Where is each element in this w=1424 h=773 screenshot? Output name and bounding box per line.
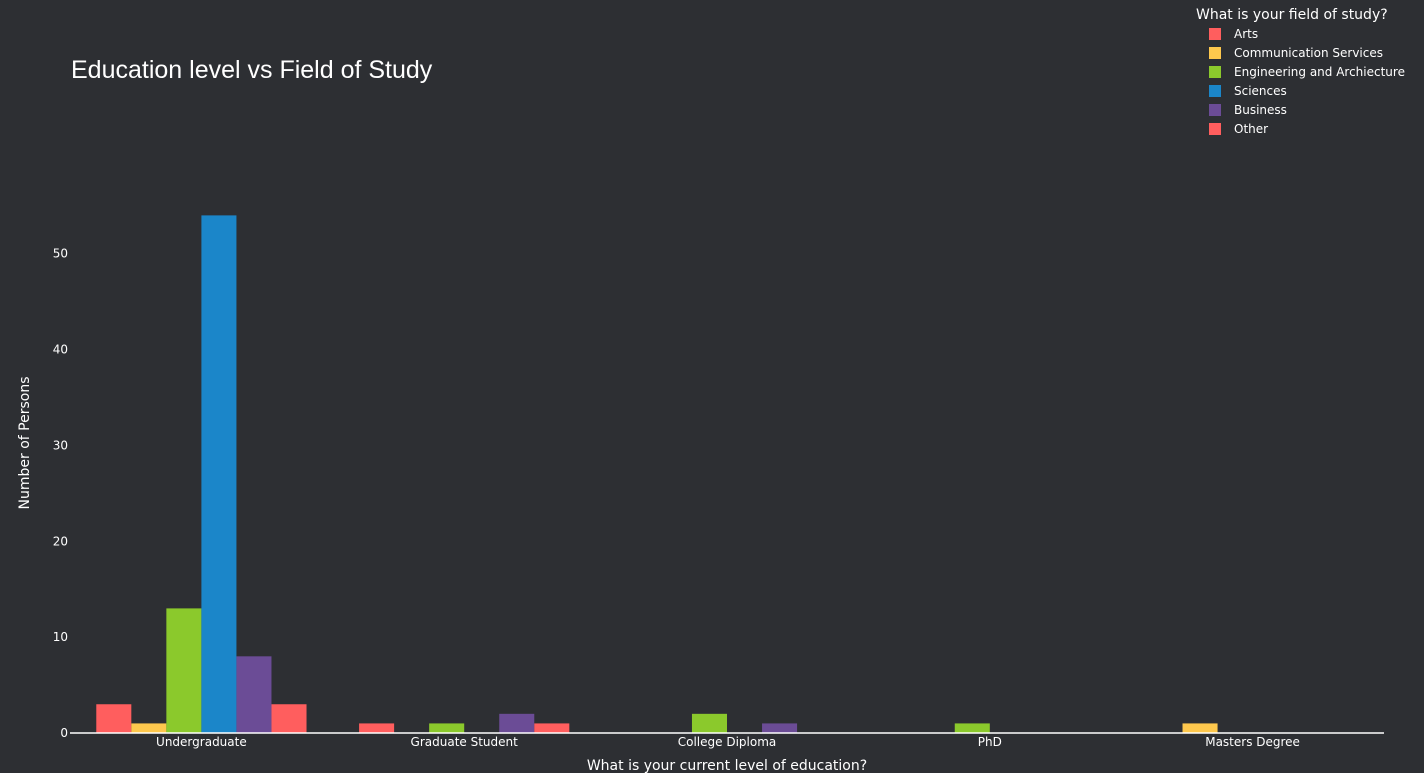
legend-label: Communication Services [1234, 46, 1383, 60]
x-axis-title: What is your current level of education? [587, 758, 867, 773]
legend-swatch [1209, 104, 1221, 116]
bar [429, 723, 465, 733]
bar [271, 704, 307, 733]
y-tick-label: 40 [53, 343, 68, 357]
bar [534, 723, 570, 733]
legend-title: What is your field of study? [1196, 7, 1388, 23]
bars [96, 215, 1218, 733]
bar [201, 215, 237, 733]
x-tick-label: Masters Degree [1205, 735, 1300, 749]
y-axis-ticks: 0 10 20 30 40 50 [53, 247, 68, 740]
bar [359, 723, 395, 733]
x-tick-label: Undergraduate [156, 735, 247, 749]
x-tick-label: College Diploma [678, 735, 777, 749]
y-tick-label: 30 [53, 438, 68, 452]
legend-label: Business [1234, 103, 1287, 117]
bar [762, 723, 798, 733]
x-tick-label: Graduate Student [411, 735, 519, 749]
legend-label: Other [1234, 122, 1268, 136]
y-tick-label: 0 [60, 726, 68, 740]
bar [954, 723, 990, 733]
y-tick-label: 10 [53, 630, 68, 644]
legend-swatch [1209, 47, 1221, 59]
bar [1182, 723, 1218, 733]
bar [96, 704, 132, 733]
legend-label: Arts [1234, 27, 1258, 41]
bar [236, 656, 272, 733]
legend-label: Engineering and Archiecture [1234, 65, 1405, 79]
legend-swatch [1209, 123, 1221, 135]
legend-swatch [1209, 85, 1221, 97]
bar [166, 608, 202, 733]
legend-label: Sciences [1234, 84, 1287, 98]
x-tick-label: PhD [978, 735, 1002, 749]
bar [499, 713, 535, 733]
legend-swatch [1209, 28, 1221, 40]
legend-items: Arts Communication Services Engineering an… [1209, 27, 1405, 136]
bar [691, 713, 727, 733]
legend-swatch [1209, 66, 1221, 78]
y-tick-label: 20 [53, 534, 68, 548]
y-axis-title: Number of Persons [17, 377, 33, 510]
x-axis-ticks: Undergraduate Graduate Student College Dip… [156, 735, 1300, 749]
bar [131, 723, 167, 733]
chart-title: Education level vs Field of Study [71, 56, 433, 84]
y-tick-label: 50 [53, 247, 68, 261]
legend: What is your field of study? Arts Communi… [1196, 7, 1405, 136]
